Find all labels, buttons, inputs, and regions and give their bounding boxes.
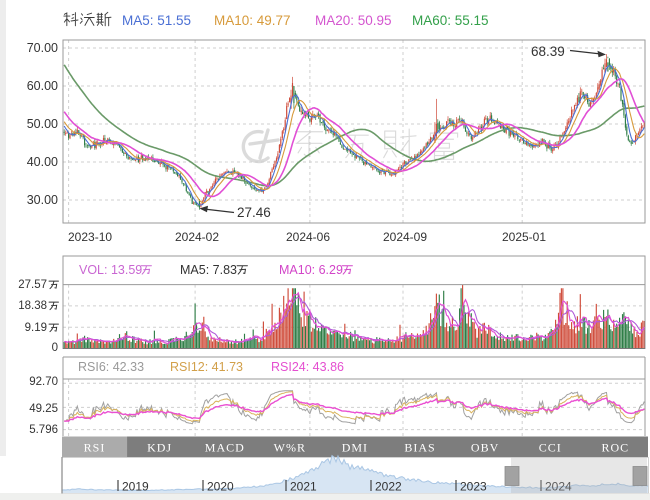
svg-text:2019: 2019 bbox=[122, 480, 149, 494]
svg-text:VOL: 13.59: VOL: 13.59 bbox=[79, 263, 142, 277]
svg-text:49.25: 49.25 bbox=[29, 403, 58, 415]
svg-text:2023: 2023 bbox=[460, 480, 487, 494]
svg-text:MA60: 55.15: MA60: 55.15 bbox=[412, 13, 489, 28]
svg-text:5.796: 5.796 bbox=[29, 424, 58, 436]
svg-text:50.00: 50.00 bbox=[27, 117, 58, 131]
svg-text:60.00: 60.00 bbox=[27, 79, 58, 93]
svg-text:RSI24: 43.86: RSI24: 43.86 bbox=[271, 360, 344, 374]
svg-text:2024-06: 2024-06 bbox=[286, 230, 330, 244]
svg-text:70.00: 70.00 bbox=[27, 41, 58, 55]
svg-text:CCI: CCI bbox=[539, 441, 562, 455]
svg-text:MA10: 6.29: MA10: 6.29 bbox=[279, 263, 343, 277]
svg-text:DMI: DMI bbox=[342, 441, 368, 455]
svg-text:BIAS: BIAS bbox=[404, 441, 435, 455]
svg-text:MA5: 51.55: MA5: 51.55 bbox=[122, 13, 191, 28]
svg-text:MA5: 7.83: MA5: 7.83 bbox=[180, 263, 237, 277]
svg-text:RSI: RSI bbox=[84, 441, 106, 455]
svg-text:68.39: 68.39 bbox=[531, 44, 565, 59]
svg-text:2023-10: 2023-10 bbox=[68, 230, 112, 244]
svg-text:0: 0 bbox=[52, 342, 58, 354]
svg-text:RSI12: 41.73: RSI12: 41.73 bbox=[170, 360, 243, 374]
svg-text:18.38: 18.38 bbox=[18, 300, 47, 312]
svg-text:KDJ: KDJ bbox=[147, 441, 172, 455]
svg-text:2020: 2020 bbox=[207, 480, 234, 494]
svg-text:92.70: 92.70 bbox=[29, 376, 58, 388]
svg-text:27.57: 27.57 bbox=[18, 279, 47, 291]
svg-text:2025-01: 2025-01 bbox=[502, 230, 546, 244]
svg-text:2022: 2022 bbox=[375, 480, 402, 494]
svg-text:2024-02: 2024-02 bbox=[175, 230, 219, 244]
svg-text:40.00: 40.00 bbox=[27, 155, 58, 169]
svg-text:MACD: MACD bbox=[205, 441, 245, 455]
svg-text:W%R: W%R bbox=[274, 441, 306, 455]
svg-text:27.46: 27.46 bbox=[237, 205, 271, 220]
svg-text:MA10: 49.77: MA10: 49.77 bbox=[214, 13, 291, 28]
svg-text:2024-09: 2024-09 bbox=[383, 230, 427, 244]
svg-text:2021: 2021 bbox=[290, 480, 317, 494]
svg-text:9.19: 9.19 bbox=[25, 322, 47, 334]
svg-text:MA20: 50.95: MA20: 50.95 bbox=[315, 13, 392, 28]
svg-text:30.00: 30.00 bbox=[27, 193, 58, 207]
svg-text:RSI6: 42.33: RSI6: 42.33 bbox=[78, 360, 144, 374]
svg-text:ROC: ROC bbox=[601, 441, 629, 455]
svg-text:OBV: OBV bbox=[471, 441, 499, 455]
svg-text:2024: 2024 bbox=[545, 480, 572, 494]
